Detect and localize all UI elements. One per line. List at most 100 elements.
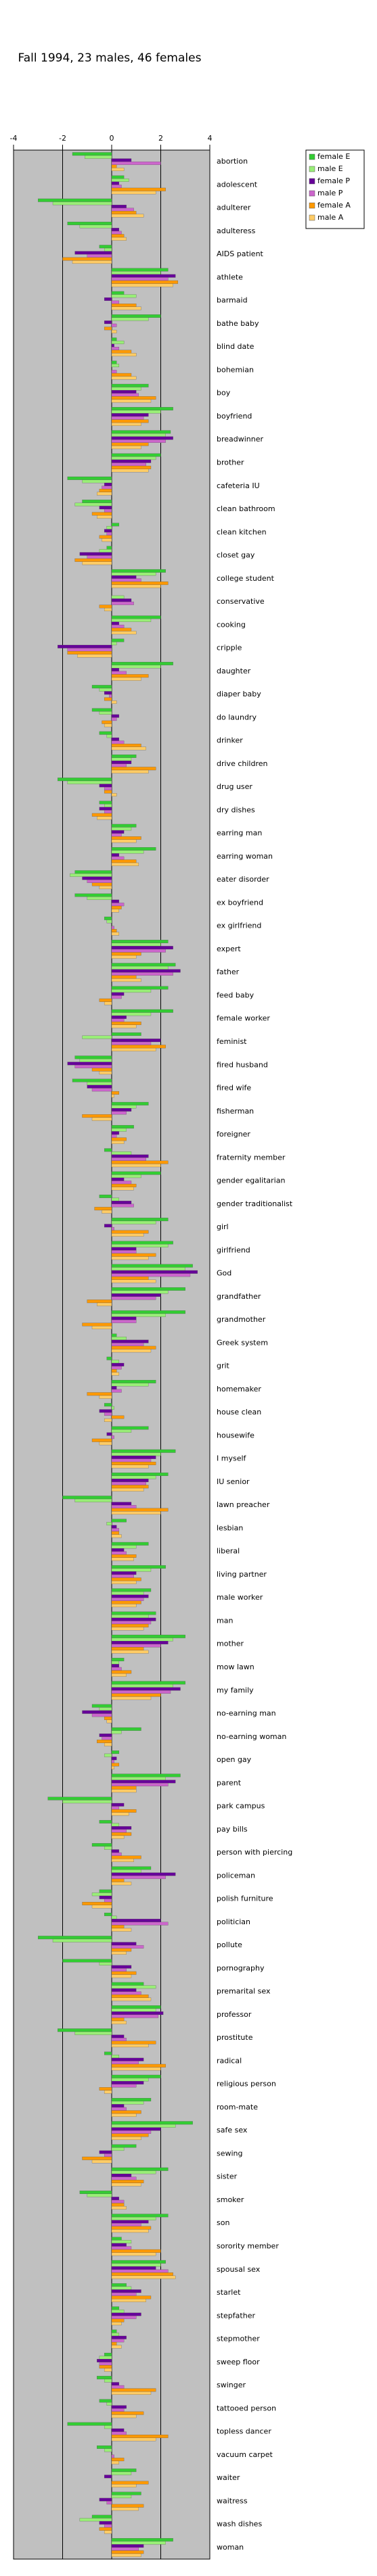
category-label: AIDS patient bbox=[217, 249, 264, 258]
bar bbox=[79, 552, 112, 556]
bar bbox=[111, 1310, 185, 1314]
bar bbox=[111, 1201, 132, 1204]
bar bbox=[99, 2527, 112, 2531]
bar bbox=[111, 1508, 169, 1512]
bar bbox=[111, 1525, 117, 1529]
category-label: safe sex bbox=[217, 2126, 248, 2134]
category-label: stepmother bbox=[217, 2335, 260, 2343]
bar bbox=[106, 920, 112, 924]
bar bbox=[87, 880, 112, 883]
bar bbox=[111, 204, 127, 208]
category-label: fired wife bbox=[217, 1084, 251, 1093]
bar bbox=[111, 1131, 120, 1135]
bar bbox=[67, 1062, 112, 1066]
bar bbox=[104, 2090, 112, 2094]
bar bbox=[104, 916, 112, 920]
bar bbox=[111, 1528, 120, 1532]
bar bbox=[111, 1829, 127, 1833]
bar bbox=[111, 1882, 132, 1886]
bar bbox=[74, 1055, 112, 1059]
bar bbox=[111, 1319, 137, 1323]
bar bbox=[104, 2524, 112, 2528]
bar bbox=[62, 1496, 112, 1500]
bar bbox=[102, 1736, 112, 1740]
bar bbox=[111, 164, 117, 168]
bar bbox=[111, 1948, 132, 1952]
bar bbox=[74, 1065, 112, 1068]
bar bbox=[99, 1194, 112, 1198]
bar bbox=[111, 955, 137, 959]
bar bbox=[111, 2428, 125, 2432]
bar bbox=[111, 1661, 120, 1665]
bar bbox=[111, 350, 132, 354]
x-tick-label: 2 bbox=[158, 134, 163, 143]
bar bbox=[109, 694, 112, 698]
bar bbox=[111, 1462, 156, 1465]
bar bbox=[111, 631, 137, 635]
bar bbox=[111, 946, 173, 950]
bar bbox=[111, 2306, 120, 2310]
bar bbox=[111, 1171, 161, 1175]
bar bbox=[111, 1565, 166, 1569]
legend-label: female E bbox=[317, 152, 350, 161]
bar bbox=[111, 700, 117, 704]
bar bbox=[104, 786, 112, 790]
bar bbox=[111, 456, 156, 460]
bar bbox=[111, 1803, 125, 1807]
bar bbox=[111, 2316, 137, 2319]
bar bbox=[111, 926, 114, 930]
bar bbox=[111, 1016, 127, 1019]
bar bbox=[111, 1611, 156, 1615]
category-label: pornography bbox=[217, 1963, 265, 1972]
bar bbox=[111, 1339, 149, 1343]
bar bbox=[111, 390, 137, 393]
bar bbox=[111, 1621, 152, 1625]
bar bbox=[111, 1971, 137, 1975]
bar bbox=[104, 1224, 112, 1228]
bar bbox=[104, 723, 112, 728]
legend-swatch bbox=[309, 190, 315, 197]
bar bbox=[111, 1568, 152, 1572]
bar bbox=[111, 1094, 114, 1098]
bar bbox=[111, 1473, 169, 1476]
bar bbox=[111, 2203, 125, 2207]
bar bbox=[99, 688, 112, 692]
bar bbox=[111, 850, 144, 854]
bar bbox=[111, 625, 125, 629]
category-label: stepfather bbox=[217, 2311, 255, 2320]
category-label: God bbox=[217, 1269, 231, 1278]
bar bbox=[111, 1158, 146, 1162]
bar bbox=[111, 969, 181, 973]
bar bbox=[111, 2034, 125, 2038]
bar bbox=[99, 1071, 112, 1075]
bar bbox=[99, 245, 112, 249]
bar bbox=[111, 231, 122, 235]
bar bbox=[111, 2275, 176, 2279]
bar bbox=[111, 234, 125, 238]
bar bbox=[104, 691, 112, 695]
bar bbox=[111, 1580, 137, 1584]
bar bbox=[104, 2379, 112, 2383]
category-label: male worker bbox=[217, 1593, 263, 1602]
bar bbox=[111, 975, 137, 979]
bar bbox=[111, 439, 166, 443]
bar bbox=[82, 2156, 112, 2160]
bar bbox=[111, 1177, 125, 1181]
bar bbox=[111, 2098, 152, 2101]
bar bbox=[111, 1878, 125, 1882]
bar bbox=[111, 283, 173, 287]
category-label: wash dishes bbox=[217, 2520, 262, 2529]
bar bbox=[111, 1557, 134, 1561]
bar bbox=[111, 2484, 137, 2487]
bar bbox=[82, 500, 112, 504]
bar bbox=[106, 1356, 112, 1360]
bar bbox=[111, 2084, 137, 2088]
bar bbox=[111, 208, 134, 212]
bar bbox=[111, 740, 125, 744]
bar bbox=[111, 1296, 156, 1300]
bar bbox=[111, 2180, 144, 2184]
bar bbox=[111, 360, 117, 364]
bar bbox=[111, 2038, 127, 2041]
bar bbox=[111, 2064, 166, 2068]
chart-title: Fall 1994, 23 males, 46 females bbox=[18, 51, 202, 65]
